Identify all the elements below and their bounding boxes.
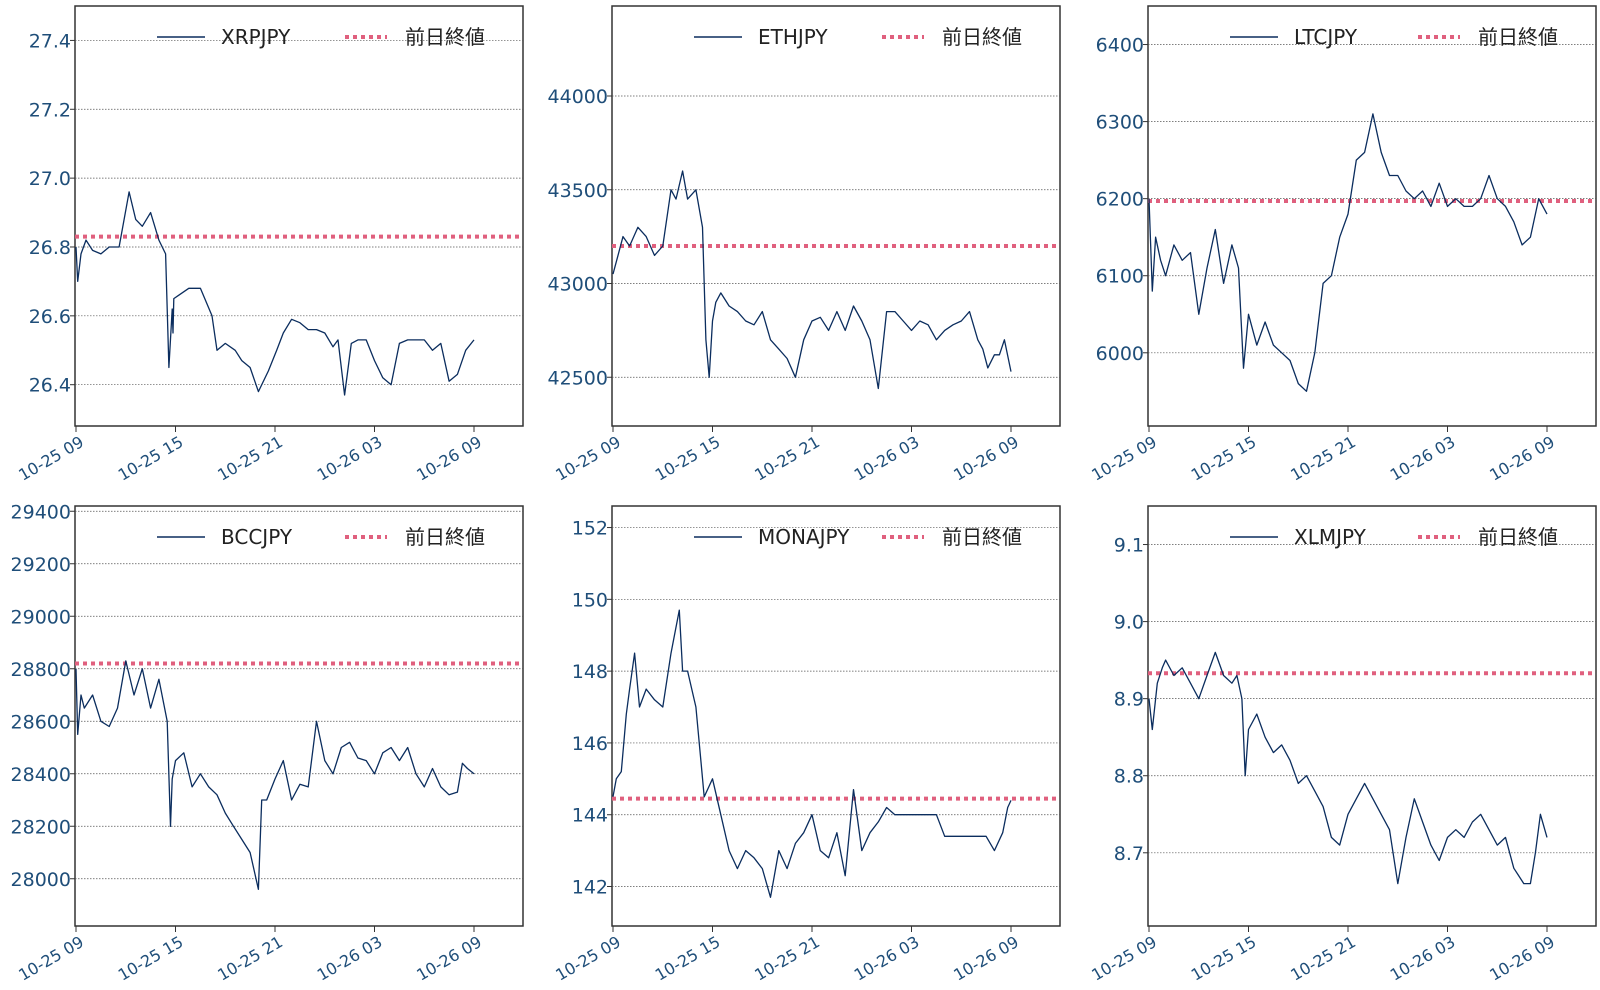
y-tick-label: 28600 bbox=[11, 711, 71, 733]
x-tick-label: 10-26 03 bbox=[314, 932, 386, 984]
legend-prev-close-label: 前日終値 bbox=[1478, 25, 1558, 49]
chart-panel-xrpjpy: 26.4 26.6 26.8 27.0 27.2 27.4 10-25 09 10-25 15… bbox=[15, 5, 524, 485]
x-tick-label: 10-25 21 bbox=[1287, 432, 1359, 484]
chart-panel-xlmjpy: 8.7 8.8 8.9 9.0 9.1 10-25 09 10-25 15 10-25 21 1… bbox=[1088, 505, 1597, 985]
y-tick-label: 44000 bbox=[548, 86, 608, 108]
y-tick-label: 8.8 bbox=[1114, 766, 1144, 788]
plot-frame bbox=[611, 5, 1061, 427]
y-tick-label: 42500 bbox=[548, 367, 608, 389]
x-tick-label: 10-25 15 bbox=[1188, 932, 1260, 984]
price-series-line bbox=[1148, 651, 1548, 885]
y-tick-label: 150 bbox=[572, 589, 608, 611]
y-tick-label: 27.2 bbox=[29, 99, 71, 121]
y-tick-label: 28000 bbox=[11, 869, 71, 891]
chart-panel-bccjpy: 28000 28200 28400 28600 28800 29000 29200 29400… bbox=[11, 501, 524, 985]
price-series-line bbox=[75, 660, 475, 890]
legend-series-label: MONAJPY bbox=[758, 525, 850, 549]
x-tick-label: 10-25 15 bbox=[115, 932, 187, 984]
price-series-line bbox=[612, 609, 1012, 898]
x-tick-label: 10-25 09 bbox=[1088, 432, 1160, 484]
x-tick-label: 10-26 03 bbox=[314, 432, 386, 484]
legend-series-label: BCCJPY bbox=[221, 525, 293, 549]
x-tick-label: 10-26 09 bbox=[413, 432, 485, 484]
x-tick-label: 10-25 09 bbox=[552, 432, 624, 484]
y-tick-label: 29400 bbox=[11, 501, 71, 523]
x-tick-label: 10-25 09 bbox=[1088, 932, 1160, 984]
legend-series-label: LTCJPY bbox=[1294, 25, 1358, 49]
x-tick-label: 10-26 09 bbox=[950, 932, 1022, 984]
chart-panel-ltcjpy: 6000 6100 6200 6300 6400 10-25 09 10-25 15 10-2… bbox=[1088, 5, 1597, 485]
chart-panel-ethjpy: 42500 43000 43500 44000 10-25 09 10-25 15 10-2… bbox=[548, 5, 1061, 485]
x-tick-label: 10-25 15 bbox=[652, 932, 724, 984]
y-tick-label: 29000 bbox=[11, 606, 71, 628]
x-tick-label: 10-26 09 bbox=[413, 932, 485, 984]
y-tick-label: 6400 bbox=[1096, 35, 1144, 57]
y-tick-label: 6300 bbox=[1096, 112, 1144, 134]
x-tick-label: 10-25 21 bbox=[214, 432, 286, 484]
x-tick-label: 10-25 21 bbox=[751, 932, 823, 984]
x-tick-label: 10-26 03 bbox=[1387, 432, 1459, 484]
y-tick-label: 152 bbox=[572, 518, 608, 540]
y-tick-label: 144 bbox=[572, 805, 608, 827]
legend-prev-close-label: 前日終値 bbox=[942, 25, 1022, 49]
plot-frame bbox=[1147, 505, 1597, 927]
plot-frame bbox=[74, 5, 524, 427]
y-tick-label: 43000 bbox=[548, 274, 608, 296]
y-tick-label: 29200 bbox=[11, 554, 71, 576]
legend-prev-close-label: 前日終値 bbox=[942, 525, 1022, 549]
x-tick-label: 10-26 03 bbox=[851, 932, 923, 984]
x-tick-label: 10-25 09 bbox=[15, 932, 87, 984]
y-tick-label: 6000 bbox=[1096, 343, 1144, 365]
legend-series-label: XLMJPY bbox=[1294, 525, 1367, 549]
x-tick-label: 10-26 03 bbox=[1387, 932, 1459, 984]
x-tick-label: 10-25 15 bbox=[115, 432, 187, 484]
y-tick-label: 8.7 bbox=[1114, 843, 1144, 865]
legend-prev-close-label: 前日終値 bbox=[1478, 525, 1558, 549]
y-tick-label: 27.4 bbox=[29, 30, 71, 52]
y-tick-label: 26.4 bbox=[29, 375, 71, 397]
plot-frame bbox=[1147, 5, 1597, 427]
x-tick-label: 10-26 09 bbox=[1486, 432, 1558, 484]
x-tick-label: 10-25 21 bbox=[751, 432, 823, 484]
x-tick-label: 10-26 03 bbox=[851, 432, 923, 484]
y-tick-label: 8.9 bbox=[1114, 689, 1144, 711]
x-tick-label: 10-25 09 bbox=[552, 932, 624, 984]
y-tick-label: 146 bbox=[572, 733, 608, 755]
legend-prev-close-label: 前日終値 bbox=[405, 25, 485, 49]
y-tick-label: 26.6 bbox=[29, 306, 71, 328]
price-series-line bbox=[75, 191, 475, 396]
price-series-line bbox=[612, 170, 1012, 390]
y-tick-label: 148 bbox=[572, 661, 608, 683]
legend-series-label: ETHJPY bbox=[758, 25, 828, 49]
y-tick-label: 6200 bbox=[1096, 189, 1144, 211]
chart-panel-monajpy: 142 144 146 148 150 152 10-25 09 10-25 15 10-25 … bbox=[552, 505, 1061, 985]
y-tick-label: 27.0 bbox=[29, 168, 71, 190]
x-tick-label: 10-25 15 bbox=[652, 432, 724, 484]
y-tick-label: 9.0 bbox=[1114, 612, 1144, 634]
y-tick-label: 43500 bbox=[548, 180, 608, 202]
y-tick-label: 28200 bbox=[11, 816, 71, 838]
y-tick-label: 28800 bbox=[11, 659, 71, 681]
y-tick-label: 28400 bbox=[11, 764, 71, 786]
x-tick-label: 10-25 15 bbox=[1188, 432, 1260, 484]
x-tick-label: 10-25 21 bbox=[1287, 932, 1359, 984]
y-tick-label: 142 bbox=[572, 877, 608, 899]
plot-frame bbox=[74, 505, 524, 927]
y-tick-label: 6100 bbox=[1096, 266, 1144, 288]
x-tick-label: 10-25 09 bbox=[15, 432, 87, 484]
price-series-line bbox=[1148, 113, 1548, 392]
legend-series-label: XRPJPY bbox=[221, 25, 291, 49]
x-tick-label: 10-25 21 bbox=[214, 932, 286, 984]
y-tick-label: 9.1 bbox=[1114, 535, 1144, 557]
y-tick-label: 26.8 bbox=[29, 237, 71, 259]
x-tick-label: 10-26 09 bbox=[1486, 932, 1558, 984]
x-tick-label: 10-26 09 bbox=[950, 432, 1022, 484]
legend-prev-close-label: 前日終値 bbox=[405, 525, 485, 549]
plot-frame bbox=[611, 505, 1061, 927]
